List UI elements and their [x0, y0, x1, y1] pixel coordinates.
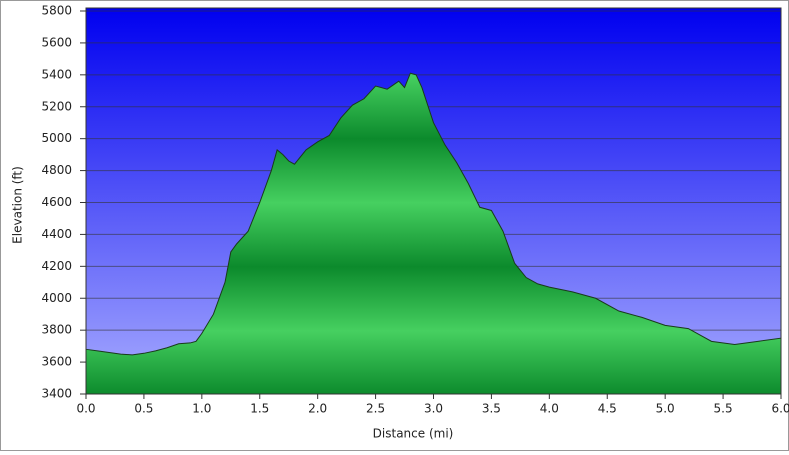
- y-tick-label: 3400: [41, 387, 72, 401]
- x-axis-label: Distance (mi): [373, 427, 454, 441]
- y-tick-label: 3800: [41, 323, 72, 337]
- y-tick-label: 4400: [41, 227, 72, 241]
- y-tick-label: 4600: [41, 195, 72, 209]
- y-tick-label: 5800: [41, 4, 72, 18]
- x-tick-label: 2.5: [366, 402, 385, 416]
- y-tick-label: 4000: [41, 291, 72, 305]
- x-tick-label: 4.5: [598, 402, 617, 416]
- x-tick-label: 3.5: [482, 402, 501, 416]
- x-tick-label: 6.0: [771, 402, 789, 416]
- y-tick-label: 5200: [41, 99, 72, 113]
- elevation-area: [85, 72, 782, 395]
- x-tick-label: 1.0: [192, 402, 211, 416]
- y-tick-label: 5000: [41, 131, 72, 145]
- x-tick-label: 4.0: [540, 402, 559, 416]
- y-tick-label: 4200: [41, 259, 72, 273]
- x-tick-label: 3.0: [424, 402, 443, 416]
- y-tick-label: 3600: [41, 355, 72, 369]
- x-tick-label: 1.5: [250, 402, 269, 416]
- y-tick-label: 4800: [41, 163, 72, 177]
- x-tick-label: 0.0: [76, 402, 95, 416]
- y-axis-label: Elevation (ft): [11, 166, 25, 244]
- y-tick-label: 5600: [41, 35, 72, 49]
- x-tick-label: 0.5: [134, 402, 153, 416]
- y-tick-label: 5400: [41, 67, 72, 81]
- x-tick-label: 2.0: [308, 402, 327, 416]
- x-tick-label: 5.5: [714, 402, 733, 416]
- x-tick-label: 5.0: [656, 402, 675, 416]
